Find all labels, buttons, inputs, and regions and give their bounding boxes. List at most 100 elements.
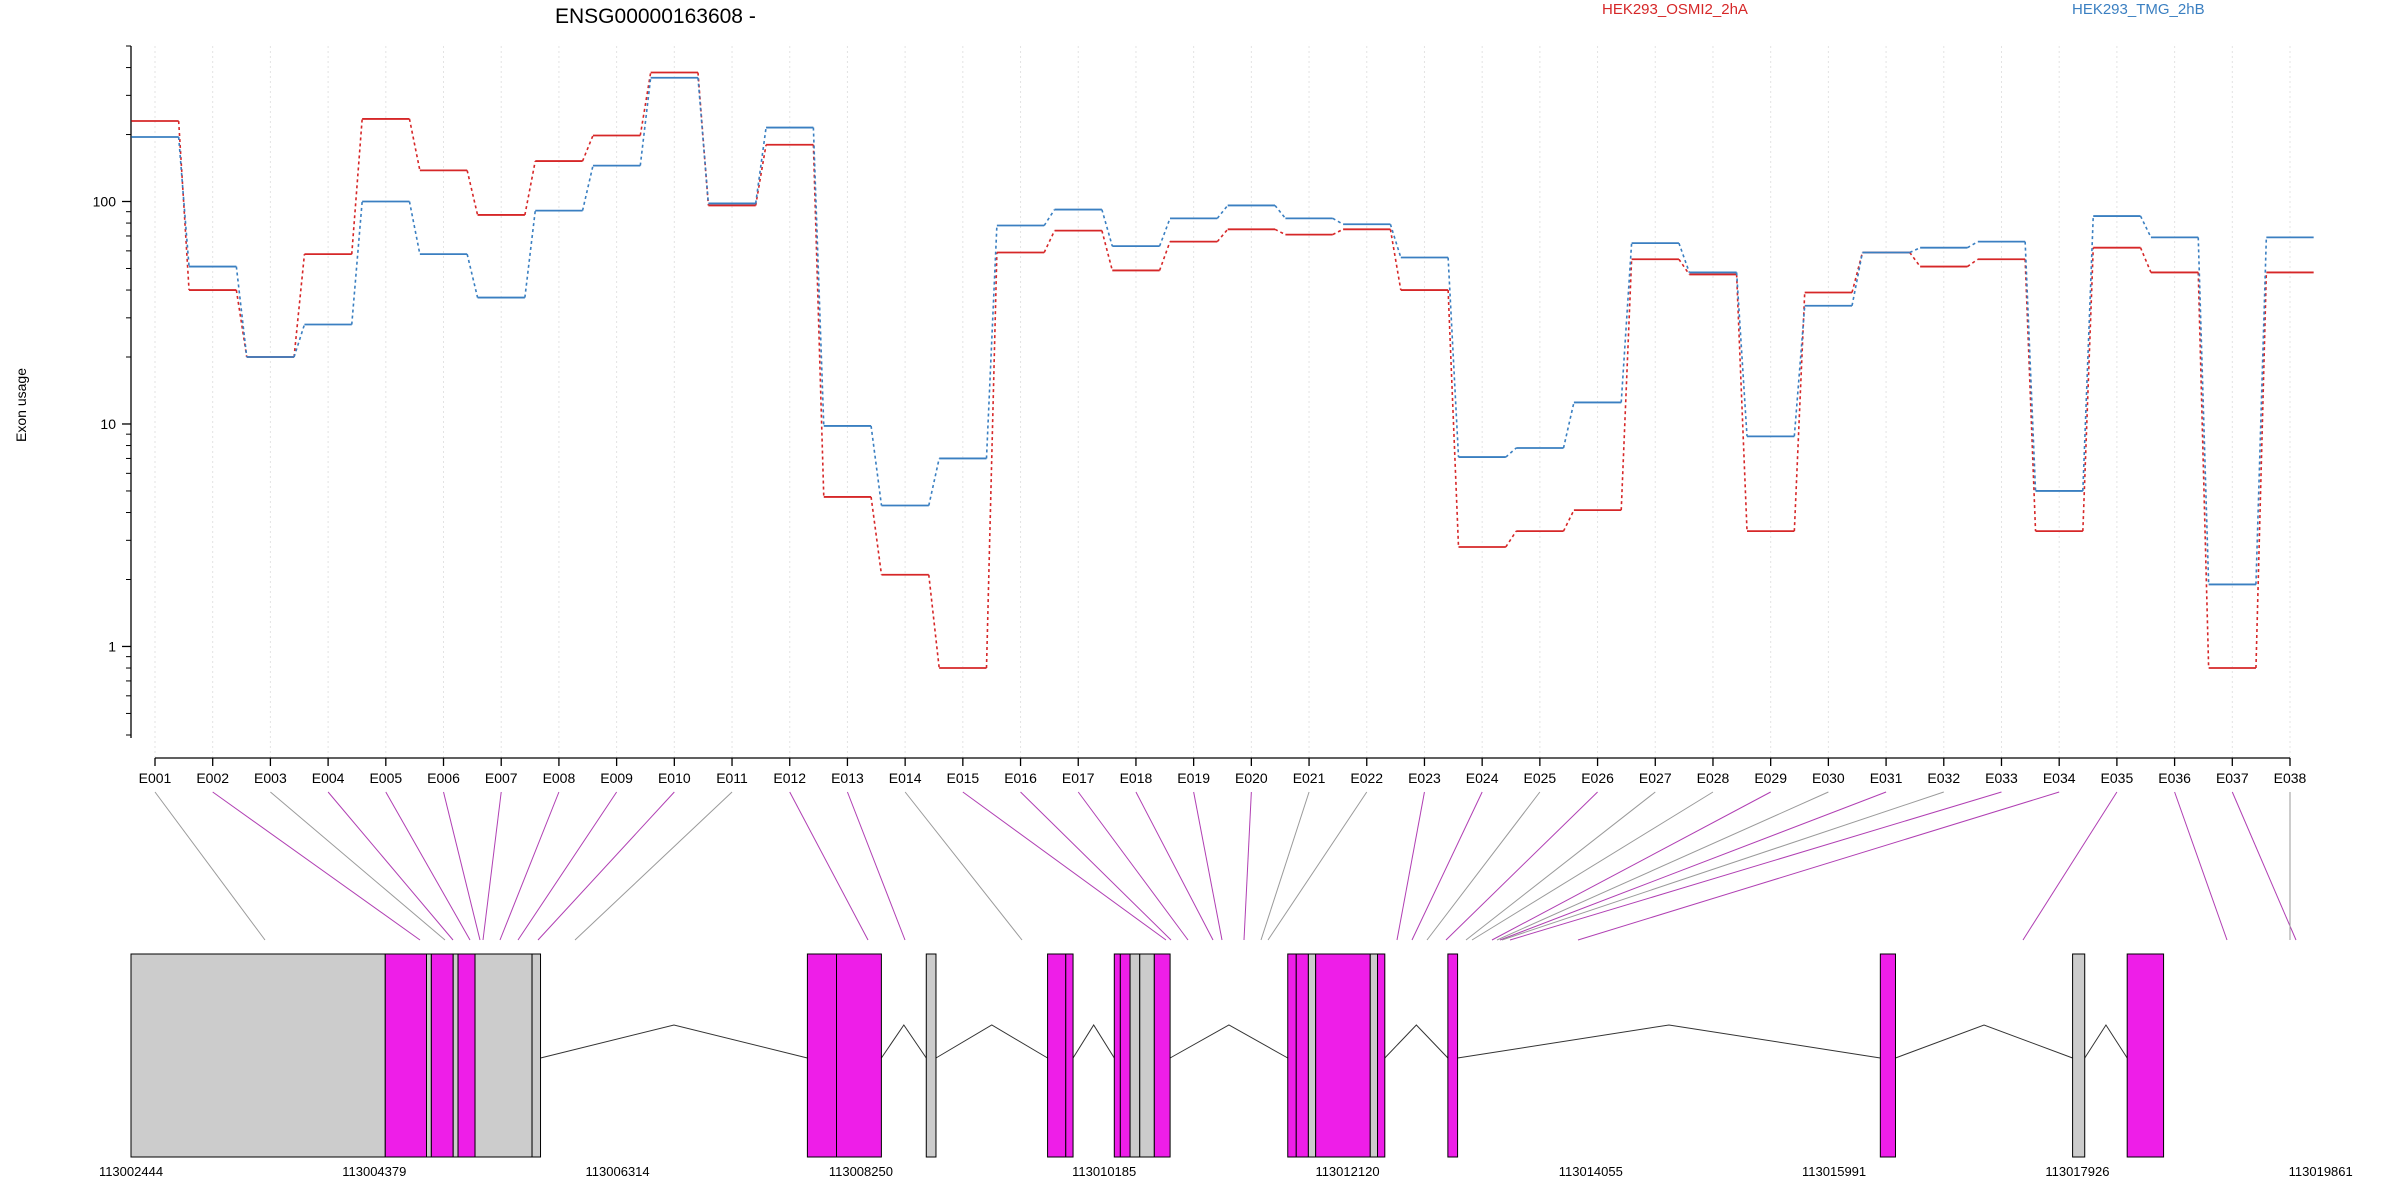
intron-line (2084, 1024, 2128, 1059)
exon-connector (2231, 791, 2297, 941)
series-connector (639, 77, 652, 166)
exon-block (1153, 953, 1171, 1158)
series-connector (1158, 241, 1171, 271)
series-connector (754, 144, 767, 206)
series-connector (2139, 215, 2152, 238)
exon-label: E005 (369, 770, 402, 786)
series-connector (1274, 204, 1287, 219)
exon-label: E012 (773, 770, 806, 786)
exon-label: E015 (946, 770, 979, 786)
series-connector (2082, 216, 2095, 491)
exon-connector (1411, 791, 1483, 941)
exon-block (836, 953, 882, 1158)
series-connector (1967, 240, 1979, 249)
intron-line (1169, 1024, 1289, 1059)
exon-connector (517, 791, 618, 941)
exon-label: E024 (1466, 770, 1499, 786)
series-connector (639, 72, 652, 136)
series-connector (2139, 247, 2152, 273)
series-connector (812, 144, 825, 497)
exon-connector (1491, 791, 1771, 941)
exon-label: E007 (485, 770, 518, 786)
series-connector (1735, 272, 1748, 437)
series-connector (1043, 230, 1056, 253)
coordinate-label: 113008250 (829, 1164, 893, 1179)
exon-block (1307, 953, 1317, 1158)
series-connector (1620, 259, 1633, 511)
exon-label: E002 (196, 770, 229, 786)
grid-lines (154, 46, 2291, 758)
series-connector (350, 201, 363, 325)
exon-block (1047, 953, 1067, 1158)
exon-connector (270, 791, 446, 941)
series-connector (1620, 243, 1633, 403)
series-osmi2 (131, 71, 2314, 669)
exon-connector (904, 791, 1023, 941)
exon-block (1113, 953, 1121, 1158)
series-connector (1332, 217, 1344, 225)
exon-block (384, 953, 427, 1158)
exon-connector (1445, 791, 1598, 941)
coordinate-label: 113004379 (342, 1164, 406, 1179)
exon-connector (212, 791, 421, 941)
y-tick-label: 10 (100, 416, 116, 432)
exon-block (1447, 953, 1459, 1158)
series-connector (1505, 447, 1517, 458)
exon-block (2126, 953, 2165, 1158)
exon-label: E023 (1408, 770, 1441, 786)
exon-label: E016 (1004, 770, 1037, 786)
exon-label: E029 (1754, 770, 1787, 786)
axes: 1 10 100 E001 E002 E003 E004 E005 E006 E007 E008 E0… (93, 45, 2307, 786)
series-connector (697, 77, 710, 204)
exon-connector (1499, 791, 1887, 941)
exon-connector (1577, 791, 2060, 941)
exon-label: E010 (658, 770, 691, 786)
exon-label: E003 (254, 770, 287, 786)
exon-label: E022 (1350, 770, 1383, 786)
series-connector (754, 127, 767, 204)
series-connector (1043, 209, 1056, 226)
exon-connector (1020, 791, 1172, 941)
coordinate-label: 113015991 (1802, 1164, 1866, 1179)
exon-connector (1193, 791, 1223, 941)
exon-block (130, 953, 386, 1158)
series-connector (350, 118, 363, 255)
exon-connector (1496, 791, 1829, 941)
exon-connector (574, 791, 733, 941)
series-connector (1505, 530, 1517, 548)
exon-label: E020 (1235, 770, 1268, 786)
series-connector (2082, 247, 2095, 532)
series-connector (1966, 258, 1979, 268)
series-connector (1274, 228, 1286, 236)
exon-connector (1465, 791, 1656, 941)
exon-block (1287, 953, 1297, 1158)
exon-connector (537, 791, 675, 941)
exon-connector (482, 791, 502, 941)
series-connector (985, 252, 998, 669)
exon-connector (499, 791, 560, 941)
exon-label: E021 (1293, 770, 1326, 786)
exon-block (2072, 953, 2086, 1158)
intron-line (880, 1024, 927, 1059)
exon-connector (1426, 791, 1541, 941)
series-connector (928, 458, 940, 506)
y-axis-label: Exon usage (13, 368, 29, 442)
series-connector (581, 165, 594, 211)
series-connector (293, 324, 306, 358)
series-tmg (131, 76, 2314, 586)
coordinate-label: 113002444 (99, 1164, 163, 1179)
exon-connector (154, 791, 266, 941)
gene-model: 113002444 113004379 113006314 113008250 1130… (99, 953, 2353, 1179)
intron-line (1895, 1024, 2073, 1059)
exon-label: E028 (1697, 770, 1730, 786)
exon-block (806, 953, 838, 1158)
exon-block (531, 953, 542, 1158)
series-connector (1562, 402, 1575, 449)
exon-label: E034 (2043, 770, 2076, 786)
exon-label: E011 (716, 770, 748, 786)
series-connector (1909, 252, 1921, 268)
exon-label: E004 (312, 770, 345, 786)
coordinate-label: 113014055 (1559, 1164, 1623, 1179)
coordinate-label: 113006314 (586, 1164, 650, 1179)
exon-connector (1135, 791, 1214, 941)
